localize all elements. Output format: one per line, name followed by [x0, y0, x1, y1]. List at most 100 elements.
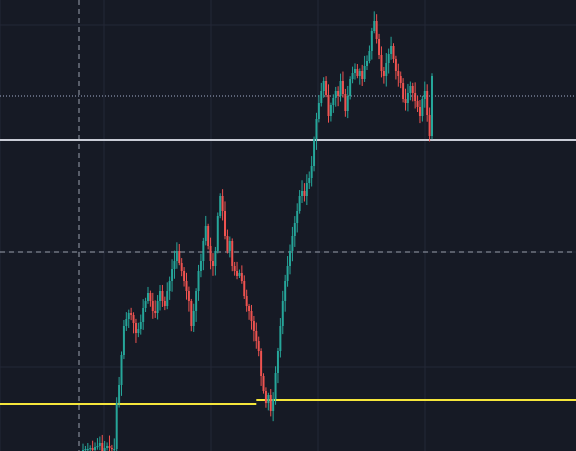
candle-bullish — [89, 445, 92, 451]
candle-body — [113, 449, 116, 451]
candle-body — [397, 71, 400, 76]
candle-body — [142, 308, 145, 322]
candle-body — [149, 293, 152, 301]
candle-bearish — [260, 348, 263, 386]
candle-body — [173, 261, 176, 269]
candle-body — [382, 71, 385, 76]
candle-body — [219, 196, 222, 216]
candle-body — [404, 99, 407, 103]
candle-bullish — [199, 253, 202, 278]
candle-bullish — [301, 180, 304, 203]
candle-bearish — [207, 223, 210, 250]
candle-body — [175, 251, 178, 261]
candle-body — [216, 216, 219, 251]
candle-body — [132, 315, 135, 323]
candle-body — [214, 251, 217, 266]
candle-bearish — [130, 307, 133, 321]
candle-body — [322, 81, 325, 91]
candle-bearish — [416, 95, 419, 113]
candle-body — [231, 241, 234, 266]
candle-bearish — [262, 373, 265, 394]
candle-body — [310, 166, 313, 178]
candle-body — [358, 71, 361, 76]
candle-body — [151, 301, 154, 311]
candle-body — [180, 263, 183, 271]
candle-bullish — [310, 156, 313, 187]
candle-bearish — [264, 387, 267, 408]
candle-bullish — [322, 77, 325, 98]
candle-bearish — [187, 286, 190, 312]
candle-body — [192, 311, 195, 326]
candle-body — [339, 81, 342, 96]
candle-body — [144, 301, 147, 308]
candle-body — [166, 291, 169, 306]
candle-body — [209, 246, 212, 261]
candle-body — [269, 395, 272, 411]
candle-bearish — [211, 253, 214, 276]
candle-bullish — [279, 318, 282, 358]
candle-bearish — [257, 336, 260, 357]
candle-body — [414, 93, 417, 101]
candle-body — [293, 223, 296, 236]
candle-body — [236, 271, 239, 276]
candle-bullish — [84, 445, 87, 451]
candle-body — [320, 91, 323, 103]
candle-body — [260, 351, 263, 376]
candle-body — [308, 178, 311, 183]
candle-bullish — [118, 376, 121, 408]
candle-body — [185, 281, 188, 291]
candle-bearish — [399, 71, 402, 89]
candle-bearish — [411, 82, 414, 102]
candle-body — [351, 73, 354, 79]
candle-bullish — [122, 319, 125, 360]
candle-bullish — [390, 36, 393, 60]
candle-body — [334, 91, 337, 98]
candle-bearish — [226, 229, 229, 254]
candle-bearish — [250, 304, 253, 330]
candle-body — [146, 293, 149, 301]
candle-body — [84, 449, 87, 451]
candle-body — [349, 79, 352, 96]
candle-bullish — [86, 443, 89, 451]
candle-body — [416, 101, 419, 107]
candle-bullish — [409, 81, 412, 101]
candle-body — [301, 191, 304, 196]
candle-body — [387, 54, 390, 63]
candle-bullish — [125, 312, 128, 331]
candle-bearish — [231, 238, 234, 272]
candle-bullish — [339, 73, 342, 102]
candle-body — [426, 91, 429, 115]
candle-body — [183, 271, 186, 281]
candle-body — [390, 46, 393, 54]
candle-body — [356, 69, 359, 76]
candle-body — [226, 236, 229, 251]
candle-bullish — [238, 269, 241, 279]
candle-bullish — [358, 68, 361, 85]
candle-body — [115, 403, 118, 449]
candle-bullish — [274, 366, 277, 405]
candle-body — [298, 196, 301, 211]
candle-bullish — [127, 309, 130, 328]
candle-bullish — [146, 286, 149, 304]
candle-body — [137, 329, 140, 333]
candle-bearish — [392, 43, 395, 63]
candle-bullish — [349, 76, 352, 100]
candle-bearish — [248, 303, 251, 320]
candle-body — [108, 446, 111, 448]
candle-bullish — [373, 11, 376, 34]
candle-body — [96, 446, 99, 448]
candle-body — [327, 95, 330, 116]
candle-bearish — [190, 298, 193, 332]
candle-bearish — [341, 71, 344, 98]
candle-bullish — [276, 347, 279, 384]
candle-body — [281, 301, 284, 326]
candle-bullish — [192, 303, 195, 332]
candle-bullish — [115, 397, 118, 451]
candle-body — [130, 313, 133, 315]
candle-body — [315, 119, 318, 139]
candle-body — [106, 446, 109, 448]
candle-body — [332, 98, 335, 105]
candle-bearish — [382, 66, 385, 84]
